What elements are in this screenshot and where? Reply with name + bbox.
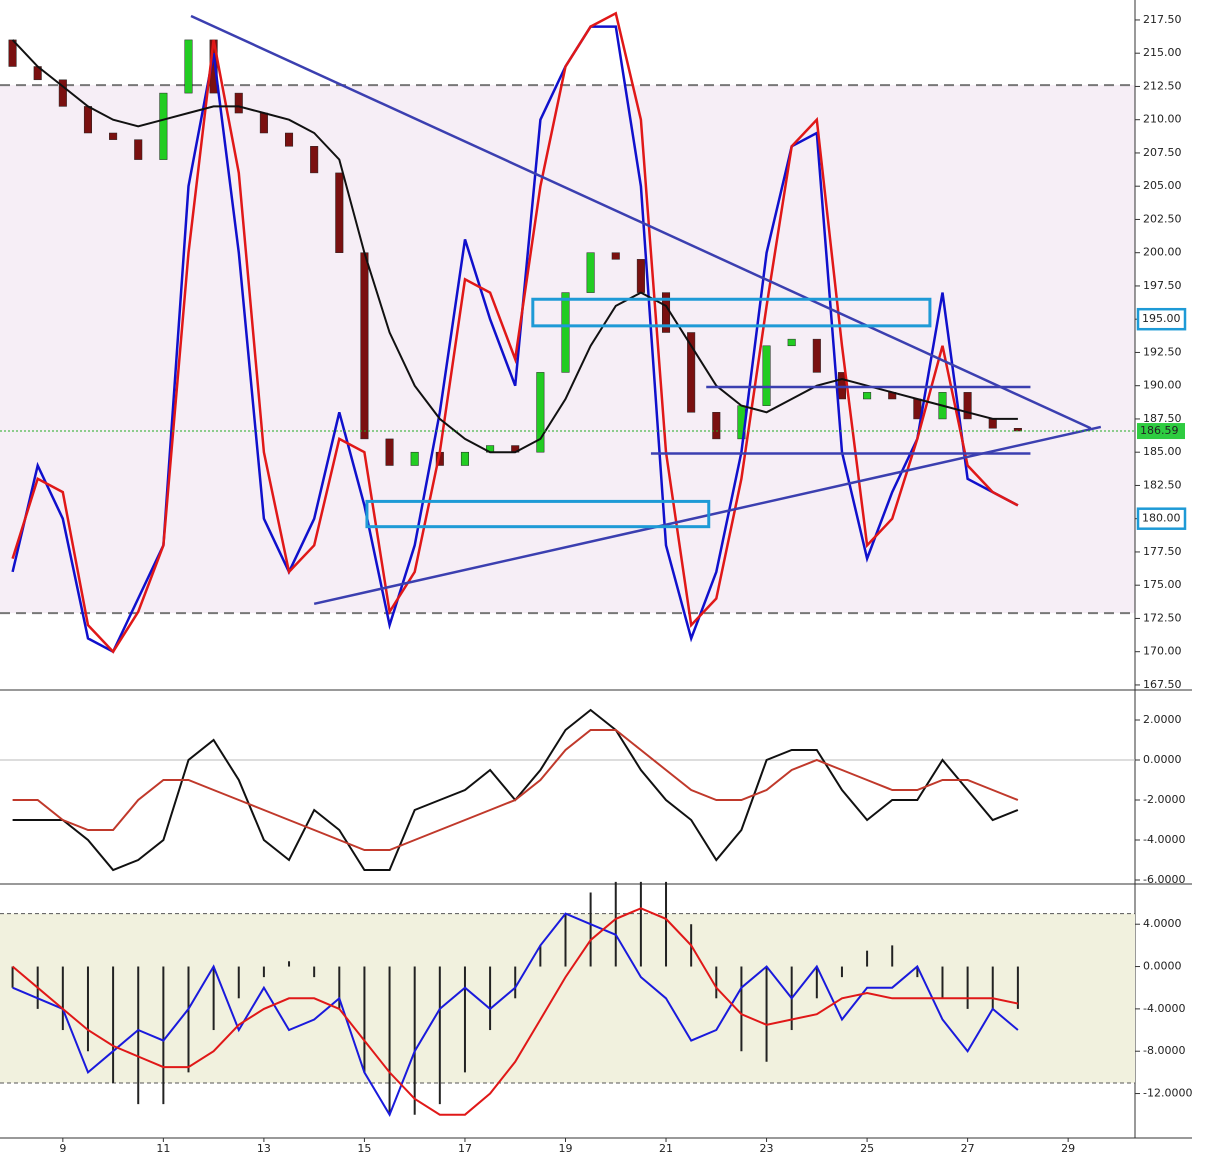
candle: [712, 412, 721, 440]
candle: [460, 451, 469, 466]
level-marker-label: 180.00: [1142, 512, 1181, 525]
y-tick-label: 175.00: [1143, 578, 1182, 591]
y-tick-label: 190.00: [1143, 379, 1182, 392]
y-tick-label: 0.0000: [1143, 960, 1182, 973]
y-tick-label: 0.0000: [1143, 753, 1182, 766]
level-marker-label: 195.00: [1142, 312, 1181, 325]
candle: [58, 79, 67, 107]
x-tick-label: 17: [458, 1142, 472, 1155]
candle: [863, 392, 872, 400]
y-tick-label: -2.0000: [1143, 793, 1185, 806]
y-tick-label: -6.0000: [1143, 873, 1185, 886]
price-marker: [1137, 423, 1185, 440]
candle: [536, 372, 545, 453]
candle: [611, 252, 620, 260]
y-tick-label: 172.50: [1143, 611, 1182, 624]
y-tick-label: -12.0000: [1143, 1087, 1192, 1100]
y-tick-label: 200.00: [1143, 246, 1182, 259]
candle: [586, 252, 595, 293]
candle: [385, 438, 394, 466]
x-tick-label: 29: [1061, 1142, 1075, 1155]
x-tick-label: 25: [860, 1142, 874, 1155]
y-tick-label: 167.50: [1143, 678, 1182, 691]
y-tick-label: 192.50: [1143, 345, 1182, 358]
x-tick-label: 13: [257, 1142, 271, 1155]
y-tick-label: 170.00: [1143, 645, 1182, 658]
y-tick-label: 215.00: [1143, 46, 1182, 59]
y-tick-label: 217.50: [1143, 13, 1182, 26]
y-tick-label: -4.0000: [1143, 833, 1185, 846]
candle: [83, 106, 92, 134]
x-tick-label: 9: [59, 1142, 66, 1155]
candle: [159, 92, 168, 160]
y-tick-label: 187.50: [1143, 412, 1182, 425]
candle: [762, 345, 771, 406]
candle: [184, 39, 193, 94]
series-line: [12, 729, 1019, 851]
candle: [285, 132, 294, 147]
candle: [134, 139, 143, 160]
y-tick-label: 2.0000: [1143, 713, 1182, 726]
series-line: [11, 11, 1019, 654]
candle: [812, 338, 821, 373]
y-tick-label: 212.50: [1143, 79, 1182, 92]
candle: [561, 292, 570, 373]
price-label: 186.59: [1140, 424, 1179, 437]
y-tick-label: 4.0000: [1143, 917, 1182, 930]
candle: [335, 172, 344, 253]
series-line: [11, 907, 1019, 1116]
candle: [310, 146, 319, 174]
candle: [636, 259, 645, 293]
candle: [787, 338, 796, 347]
y-tick-label: 185.00: [1143, 445, 1182, 458]
level-marker: [1136, 507, 1187, 530]
candle: [259, 112, 268, 134]
x-tick-label: 11: [156, 1142, 170, 1155]
y-tick-label: 177.50: [1143, 545, 1182, 558]
candle: [988, 418, 997, 429]
candle: [410, 451, 419, 466]
y-tick-label: 182.50: [1143, 478, 1182, 491]
series-line: [11, 25, 1019, 654]
y-tick-label: -8.0000: [1143, 1044, 1185, 1057]
x-tick-label: 27: [961, 1142, 975, 1155]
x-tick-label: 21: [659, 1142, 673, 1155]
zone-box: [365, 499, 711, 529]
candle: [8, 39, 17, 67]
zone-box: [531, 297, 932, 328]
y-tick-label: 210.00: [1143, 113, 1182, 126]
x-tick-label: 19: [558, 1142, 572, 1155]
candle: [109, 132, 118, 140]
candle: [837, 372, 846, 400]
level-marker: [1136, 307, 1187, 331]
y-tick-label: 197.50: [1143, 279, 1182, 292]
candle: [360, 252, 369, 440]
y-tick-label: 205.00: [1143, 179, 1182, 192]
candle: [234, 92, 243, 114]
y-tick-label: 202.50: [1143, 212, 1182, 225]
candle: [687, 332, 696, 413]
series-line: [12, 912, 1019, 1117]
x-tick-label: 23: [760, 1142, 774, 1155]
y-tick-label: -4.0000: [1143, 1002, 1185, 1015]
x-tick-label: 15: [357, 1142, 371, 1155]
series-line: [11, 39, 1018, 454]
y-tick-label: 207.50: [1143, 146, 1182, 159]
candle: [963, 392, 972, 420]
trend-line: [190, 14, 1092, 430]
